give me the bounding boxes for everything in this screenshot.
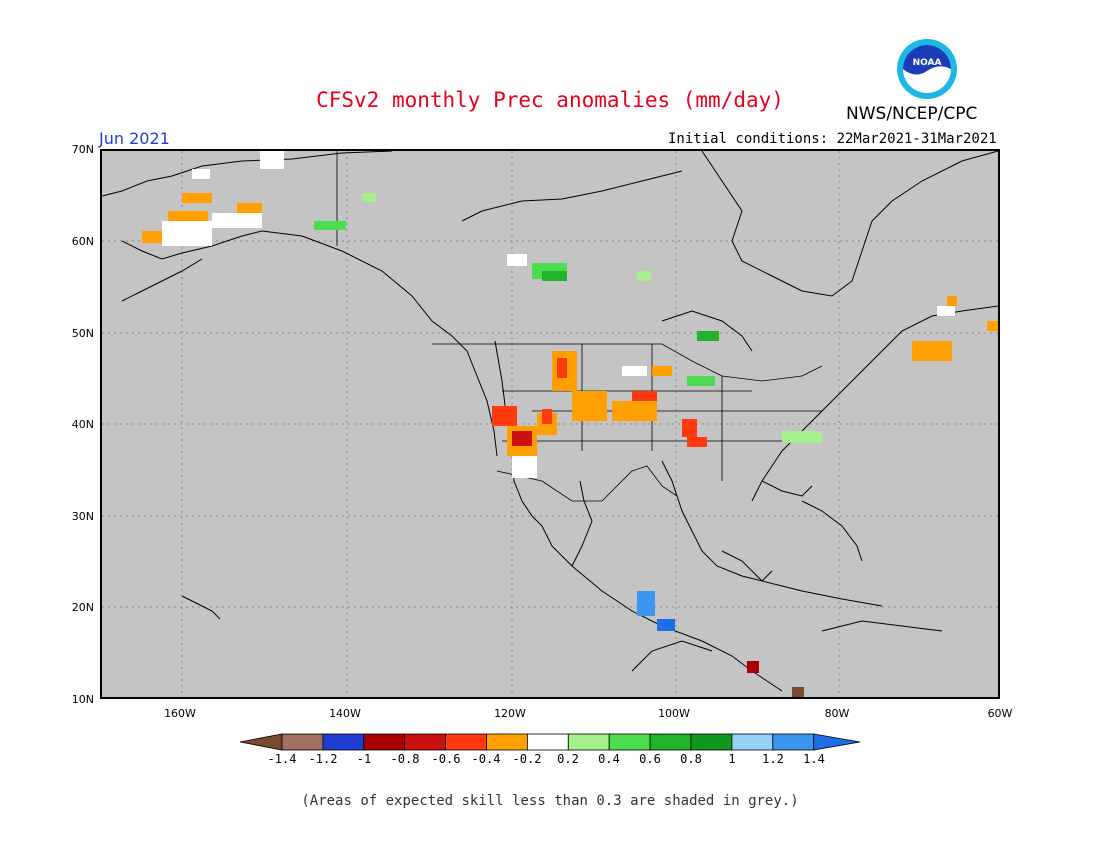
colorbar-label: -0.2: [512, 752, 542, 766]
colorbar-swatch: [649, 733, 692, 751]
map-canvas: [102, 151, 998, 697]
colorbar-label: -0.6: [431, 752, 461, 766]
noaa-logo: NOAA: [897, 39, 957, 99]
colorbar-label: 0.2: [557, 752, 579, 766]
lon-label-160w: 160W: [164, 707, 196, 720]
logo-text: NOAA: [913, 58, 942, 68]
colorbar-label: 1.4: [803, 752, 825, 766]
colorbar-label: -0.4: [471, 752, 501, 766]
lat-label-10n: 10N: [71, 693, 94, 706]
colorbar-label: 0.6: [639, 752, 661, 766]
lon-label-60w: 60W: [987, 707, 1013, 720]
lat-label-30n: 30N: [71, 510, 94, 523]
colorbar-swatch: [526, 733, 569, 751]
colorbar-label: 0.8: [680, 752, 702, 766]
lat-label-60n: 60N: [71, 235, 94, 248]
lon-label-120w: 120W: [494, 707, 526, 720]
colorbar-label: -0.8: [390, 752, 420, 766]
colorbar-swatch: [363, 733, 406, 751]
colorbar-swatch: [690, 733, 733, 751]
colorbar-swatch: [281, 733, 324, 751]
colorbar: [240, 733, 861, 751]
lat-label-40n: 40N: [71, 418, 94, 431]
colorbar-swatch: [567, 733, 610, 751]
anomaly-cells: [142, 151, 998, 697]
colorbar-label: 1.2: [762, 752, 784, 766]
borders: [336, 151, 823, 502]
colorbar-arrow-left: [240, 733, 283, 751]
colorbar-label: -1.4: [267, 752, 297, 766]
anomaly-map: [100, 149, 1000, 699]
colorbar-swatch: [404, 733, 446, 751]
lon-label-80w: 80W: [824, 707, 850, 720]
organization-label: NWS/NCEP/CPC: [846, 104, 978, 124]
lon-label-100w: 100W: [658, 707, 690, 720]
colorbar-swatch: [486, 733, 528, 751]
lat-label-20n: 20N: [71, 601, 94, 614]
colorbar-swatch: [731, 733, 774, 751]
lon-label-140w: 140W: [329, 707, 361, 720]
colorbar-label: 1: [728, 752, 736, 766]
lat-label-70n: 70N: [71, 143, 94, 156]
forecast-month: Jun 2021: [99, 129, 170, 148]
colorbar-label: -1.2: [308, 752, 338, 766]
colorbar-swatch: [772, 733, 815, 751]
colorbar-label: -1: [356, 752, 372, 766]
chart-title: CFSv2 monthly Prec anomalies (mm/day): [316, 88, 784, 112]
colorbar-swatch: [608, 733, 651, 751]
colorbar-swatch: [322, 733, 365, 751]
footnote: (Areas of expected skill less than 0.3 a…: [301, 793, 799, 809]
colorbar-arrow-right: [813, 733, 861, 751]
initial-conditions: Initial conditions: 22Mar2021-31Mar2021: [668, 131, 997, 147]
colorbar-label: 0.4: [598, 752, 620, 766]
colorbar-swatch: [445, 733, 487, 751]
lat-label-50n: 50N: [71, 327, 94, 340]
